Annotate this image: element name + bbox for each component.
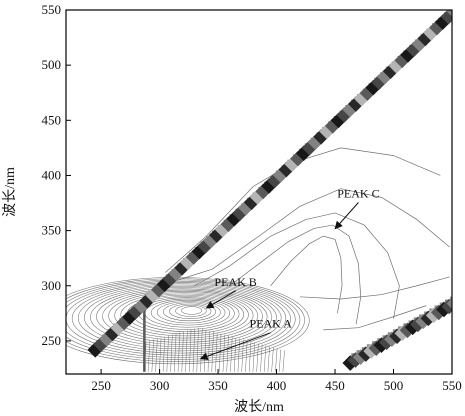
contour-line (71, 283, 287, 354)
x-tick-label: 500 (384, 378, 404, 393)
contour-line (270, 235, 343, 314)
peak-arrow (334, 202, 359, 230)
contour-line (323, 305, 427, 331)
scatter-cell (441, 298, 452, 315)
peak-label: PEAK A (250, 317, 293, 331)
contour-line (256, 343, 259, 372)
plot-area (66, 10, 452, 372)
contour-line (150, 299, 226, 326)
contour-line (282, 350, 285, 372)
contour-line (108, 291, 259, 341)
x-tick-label: 350 (208, 378, 228, 393)
contour-line (114, 292, 254, 339)
contour-line (267, 346, 270, 372)
contour-line (181, 331, 184, 372)
contour-line (252, 342, 255, 372)
contour-line (215, 332, 218, 372)
peak-label: PEAK C (337, 187, 379, 201)
contour-line (120, 293, 249, 337)
peak-arrow (199, 332, 271, 361)
contour-line (275, 348, 278, 372)
y-tick-label: 550 (42, 2, 62, 17)
y-tick-label: 450 (42, 112, 62, 127)
plot-frame (65, 9, 453, 375)
annotation-layer: PEAK C PEAK B PEAK A (199, 187, 380, 361)
x-tick-label: 400 (267, 378, 287, 393)
contour-line (175, 305, 207, 317)
contour-line (177, 332, 181, 372)
contour-line (90, 287, 273, 347)
contour-line (245, 340, 248, 372)
scatter-band (87, 10, 452, 358)
axis-layer: 250 300 350 400 450 500 550 250 300 350 400 450 500 5… (42, 2, 462, 393)
y-tick-label: 350 (42, 223, 62, 238)
contour-line (96, 288, 268, 345)
contour-line (83, 285, 277, 350)
contour-line (77, 284, 282, 352)
contour-line (278, 349, 282, 372)
contour-line (181, 306, 202, 315)
y-tick-label: 500 (42, 57, 62, 72)
x-tick-label: 450 (325, 378, 345, 393)
contour-line (66, 282, 291, 356)
y-tick-label: 250 (42, 333, 62, 348)
x-tick-label: 250 (91, 378, 111, 393)
contour-line (260, 344, 263, 372)
contour-line (169, 303, 212, 319)
contour-line (207, 330, 211, 372)
contour-line (196, 327, 199, 372)
contour-line (185, 330, 188, 372)
y-tick-label: 400 (42, 167, 62, 182)
contour-line (144, 298, 231, 328)
contour-line (66, 280, 296, 358)
contour-line (155, 338, 158, 372)
contour-line (230, 336, 233, 372)
contour-line (271, 347, 274, 372)
x-axis-label: 波长/nm (234, 399, 284, 415)
contour-line (102, 289, 263, 343)
peak-label: PEAK B (214, 275, 256, 289)
peak-b-contours (66, 277, 310, 365)
contour-line (166, 335, 169, 372)
y-tick-label: 300 (42, 278, 62, 293)
contour-line (159, 188, 450, 287)
contour-line (156, 301, 221, 324)
contour-line (194, 212, 400, 319)
scatter-cell (446, 295, 452, 312)
contour-line (229, 224, 362, 325)
contour-line (162, 336, 166, 372)
contour-line (163, 302, 216, 322)
contour-line (299, 276, 450, 300)
x-tick-label: 300 (150, 378, 170, 393)
x-tick-label: 550 (442, 378, 462, 393)
contour-line (151, 339, 154, 372)
scatter-band (342, 295, 452, 371)
peak-arrow (205, 290, 236, 309)
y-axis-label: 波长/nm (2, 167, 18, 217)
